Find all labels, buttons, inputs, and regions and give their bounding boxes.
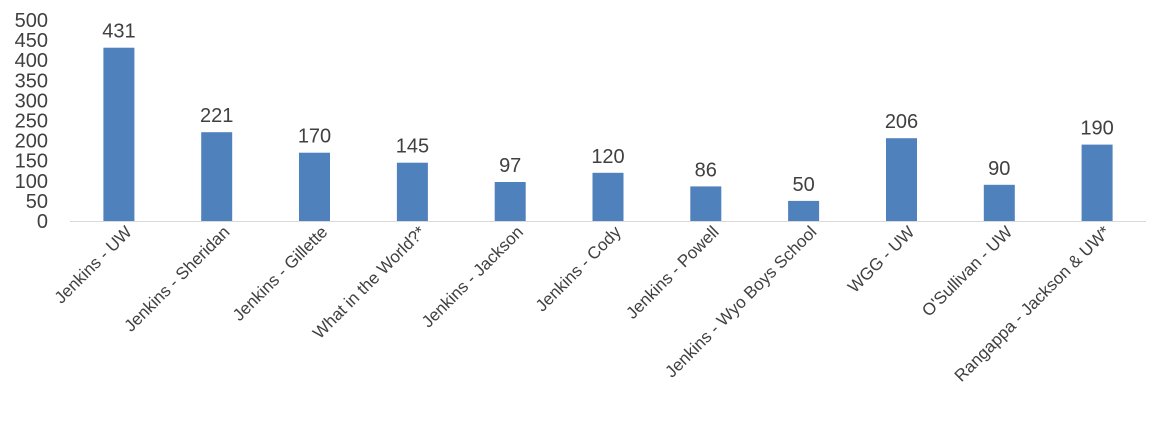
bar: [983, 184, 1015, 221]
y-tick-label: 400: [15, 50, 48, 72]
bar: [299, 152, 330, 221]
data-labels: 431 221 170 145 97 120 86 50 206 90 190: [102, 21, 1114, 196]
data-label: 120: [591, 146, 624, 168]
bar: [690, 186, 722, 221]
y-tick-label: 350: [15, 70, 48, 92]
bar: [886, 138, 917, 221]
y-tick-label: 500: [15, 10, 48, 32]
bar: [494, 182, 526, 221]
bar: [103, 47, 135, 222]
data-label: 221: [200, 105, 233, 127]
data-label: 90: [988, 158, 1010, 180]
bar: [201, 132, 233, 221]
x-tick-label: Jenkins - Jackson: [418, 222, 527, 331]
y-tick-label: 0: [37, 211, 48, 233]
data-label: 170: [298, 126, 331, 148]
y-tick-label: 50: [26, 191, 48, 213]
x-tick-label: Jenkins - UW: [51, 222, 136, 307]
x-tick-label: WGG - UW: [844, 222, 918, 296]
data-label: 190: [1080, 118, 1113, 140]
data-label: 50: [792, 174, 814, 196]
bar: [788, 200, 820, 221]
x-tick-label: Jenkins - Gillette: [229, 222, 331, 324]
x-tick-label: Rangappa - Jackson & UW*: [951, 222, 1114, 385]
x-tick-label: What in the World?*: [309, 222, 429, 342]
data-label: 206: [885, 111, 918, 133]
x-tick-label: Jenkins - Powell: [622, 222, 722, 322]
data-label: 86: [695, 159, 717, 181]
y-tick-label: 250: [15, 111, 48, 133]
bar: [592, 172, 624, 221]
x-tick-label: Jenkins - Cody: [532, 222, 625, 315]
x-tick-label: O'Sullivan - UW: [918, 222, 1016, 320]
y-tick-label: 100: [15, 171, 48, 193]
y-tick-label: 300: [15, 90, 48, 112]
bar-series: [103, 47, 1113, 222]
y-tick-label: 150: [15, 151, 48, 173]
y-tick-label: 200: [15, 131, 48, 153]
bar: [396, 162, 428, 221]
data-label: 145: [396, 136, 429, 158]
y-tick-label: 450: [15, 30, 48, 52]
data-label: 97: [499, 155, 521, 177]
data-label: 431: [102, 21, 135, 43]
bar: [1081, 144, 1113, 221]
x-tick-label: Jenkins - Sheridan: [121, 222, 234, 335]
